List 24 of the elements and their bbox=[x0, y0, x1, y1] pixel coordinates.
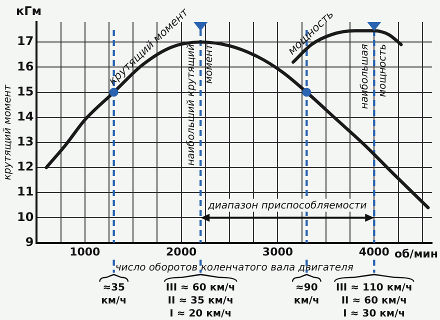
y-tick-label: 9 bbox=[25, 234, 34, 249]
text: кГм bbox=[16, 4, 42, 18]
text: III ≈ 110 км/ч II ≈ 60 км/ч I ≈ 30 км/ч bbox=[336, 282, 412, 320]
text: ≈35 км/ч bbox=[101, 282, 127, 306]
x-tick-label: 4000 bbox=[358, 245, 390, 258]
text: об/мин bbox=[394, 248, 438, 261]
text: ≈90 км/ч bbox=[294, 282, 320, 306]
y-tick-label: 14 bbox=[16, 109, 34, 124]
y-tick-label: 10 bbox=[16, 210, 34, 224]
ref-line-label: наибольшая мощность bbox=[360, 44, 389, 110]
x-axis-title: число оборотов коленчатого вала двигателя bbox=[115, 262, 354, 274]
y-axis-title: крутящий момент bbox=[2, 83, 14, 180]
y-tick-label: 15 bbox=[16, 84, 34, 98]
x-tick-label: 1000 bbox=[70, 245, 101, 258]
y-tick-label: 13 bbox=[16, 134, 34, 149]
annotation: диапазон приспособляемости bbox=[207, 200, 368, 212]
text: III ≈ 60 км/ч II ≈ 35 км/ч I ≈ 20 км/ч bbox=[166, 282, 236, 320]
y-tick-label: 17 bbox=[16, 34, 34, 48]
x-tick-label: 2000 bbox=[166, 245, 197, 258]
y-tick-label: 16 bbox=[16, 59, 34, 74]
y-tick-label: 12 bbox=[16, 160, 34, 174]
y-tick-label: 11 bbox=[16, 184, 34, 199]
ref-line-label: наибольший крутящий момент bbox=[186, 42, 216, 166]
x-tick-label: 3000 bbox=[262, 245, 294, 258]
